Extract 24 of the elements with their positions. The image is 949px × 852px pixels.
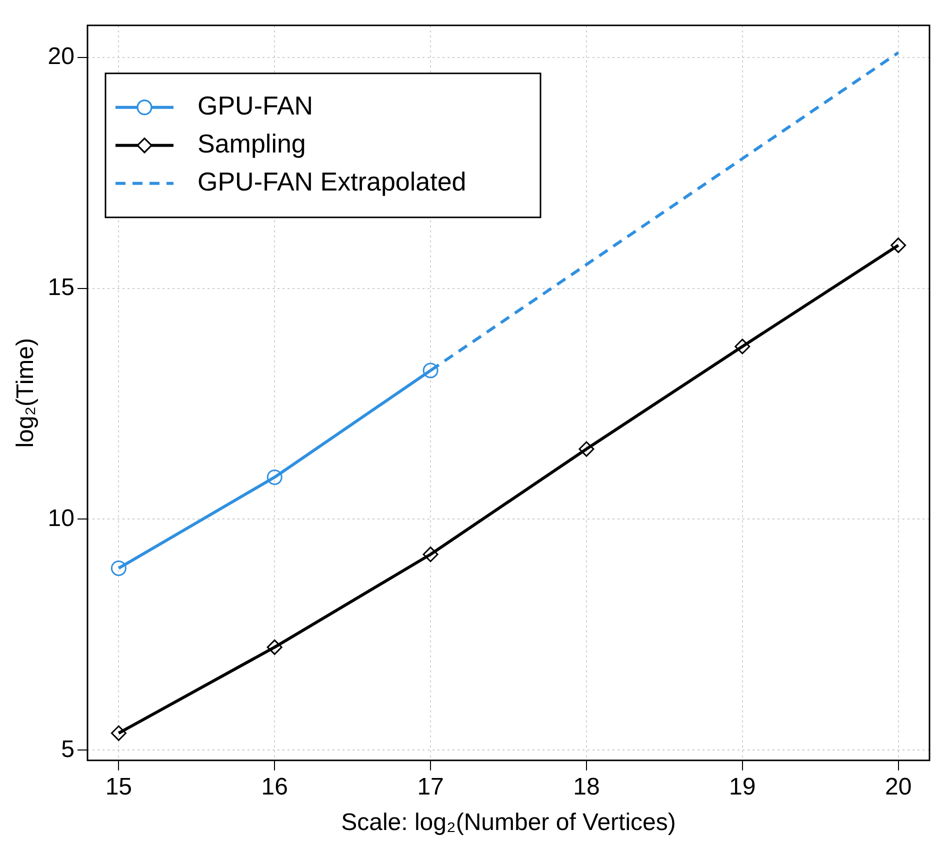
y-axis-title: log₂(Time): [12, 338, 40, 448]
point: [422, 546, 438, 562]
point: [422, 362, 438, 378]
x-tick-label: 20: [884, 773, 912, 800]
legend-label: GPU-FAN Extrapolated: [197, 166, 466, 197]
x-tick-label: 18: [573, 773, 600, 800]
point: [110, 560, 126, 576]
legend-label: Sampling: [197, 128, 306, 159]
point: [890, 238, 906, 254]
y-tick-label: 5: [61, 736, 74, 763]
point: [266, 639, 282, 655]
y-tick-label: 15: [48, 274, 74, 301]
legend-label: GPU-FAN: [197, 90, 314, 121]
point: [734, 338, 750, 354]
x-tick-label: 15: [105, 773, 132, 800]
point: [578, 441, 594, 457]
point: [266, 469, 282, 485]
y-tick-label: 10: [48, 504, 74, 532]
point: [110, 725, 126, 741]
x-tick-label: 19: [729, 773, 756, 800]
y-tick-label: 20: [48, 42, 74, 70]
x-tick-label: 17: [417, 773, 444, 800]
x-tick-label: 16: [261, 773, 288, 800]
x-axis-title: Scale: log₂(Number of Vertices): [341, 809, 676, 836]
